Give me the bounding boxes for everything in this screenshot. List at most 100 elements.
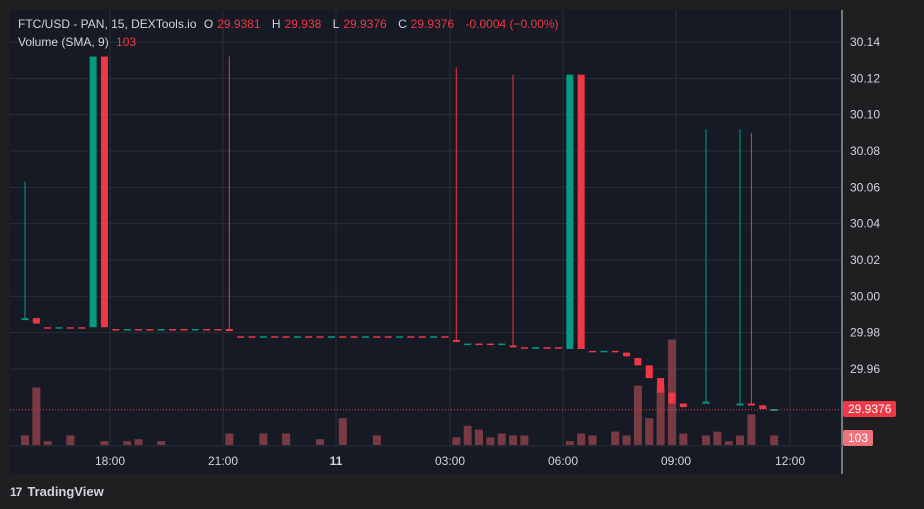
x-tick-label: 18:00 [95,454,125,468]
y-tick-label: 30.08 [850,144,880,158]
volume-bar [66,435,75,445]
candle-body [611,350,619,353]
volume-bar [622,435,631,445]
open-number: 29.9381 [217,17,261,31]
y-tick-label: 30.02 [850,253,880,267]
candle-body [430,336,438,338]
high-label: H [271,17,281,31]
volume-bar [157,441,166,445]
volume-bar [225,433,234,445]
candle-body [532,347,540,349]
y-tick-label: 30.12 [850,71,880,85]
volume-legend: Volume (SMA, 9) 103 [18,35,140,49]
x-tick-label: 11 [330,454,343,468]
volume-bar [588,435,597,445]
volume-bar [259,433,268,445]
candle-body [169,329,177,331]
candle-body [679,403,687,408]
volume-bar [509,435,518,445]
volume-bar [134,439,143,445]
candle-body [237,336,245,338]
volume-bar [724,441,733,445]
candle-body [566,74,574,350]
plot-area [10,10,842,446]
candle-body [577,74,585,350]
volume-bar [656,385,665,445]
candle-body [373,336,381,338]
candle-body [135,329,142,331]
volume-bar [702,435,710,445]
volume-bar [736,435,745,445]
brand-name: TradingView [27,484,104,499]
candle-body [339,336,347,338]
symbol-label[interactable]: FTC/USD - PAN, 15, DEXTools.io [18,17,197,31]
x-tick-label: 06:00 [548,454,578,468]
time-axis-area [10,446,842,474]
candle-body [441,336,449,338]
volume-bar [747,414,756,445]
last-volume-tag: 103 [843,430,874,446]
candle-body [44,327,52,329]
y-tick-label: 30.00 [850,289,880,303]
candle-body [146,329,154,331]
x-tick-label: 21:00 [208,454,238,468]
y-tick-label: 30.14 [850,35,880,49]
candle-body [464,343,472,346]
candle-body [543,347,551,349]
candle-body [589,350,596,353]
low-number: 29.9376 [343,17,387,31]
volume-bar [667,339,676,445]
volume-bar [452,437,461,445]
candle-body [645,365,653,379]
candle-body [759,405,767,409]
candle-body [600,350,608,353]
tradingview-logo-icon: 17 [10,484,22,499]
volume-bar [645,418,654,445]
volume-bar [497,433,506,445]
y-tick-label: 30.04 [850,217,880,231]
candle-body [112,329,120,331]
candle-body [486,343,494,346]
close-value: C 29.9376 [398,17,458,31]
volume-bar [475,429,483,445]
high-number: 29.938 [284,17,322,31]
volume-bar [611,431,620,445]
y-tick-label: 29.96 [850,362,880,376]
volume-bar [338,418,347,445]
volume-bar [282,433,291,445]
candle-body [702,401,710,404]
x-tick-label: 09:00 [661,454,691,468]
candle-body [305,336,313,338]
candle-body [554,347,562,349]
low-label: L [332,17,340,31]
open-label: O [203,17,214,31]
candle-body [180,329,188,331]
volume-bar [463,425,472,445]
candle-body [634,358,642,366]
candle-body [657,378,665,393]
volume-bar [372,435,381,445]
volume-bar [21,435,29,445]
volume-label[interactable]: Volume (SMA, 9) [18,35,109,49]
volume-bar [32,387,41,445]
close-label: C [398,17,407,31]
volume-bar [633,385,642,445]
candle-body [214,329,222,331]
candle-body [191,329,199,331]
candle-body [157,329,165,331]
candle-body [259,336,267,338]
candle-body [271,336,279,338]
candle-body [418,336,426,338]
volume-bar [100,441,109,445]
candle-body [225,329,233,332]
candle-body [407,336,415,338]
candle-body [509,345,517,348]
candle-body [736,403,744,406]
tradingview-branding[interactable]: 17 TradingView [10,484,104,499]
y-tick-label: 30.10 [850,108,880,122]
candle-body [770,408,778,411]
y-tick-label: 30.06 [850,180,880,194]
candle-body [623,352,631,357]
